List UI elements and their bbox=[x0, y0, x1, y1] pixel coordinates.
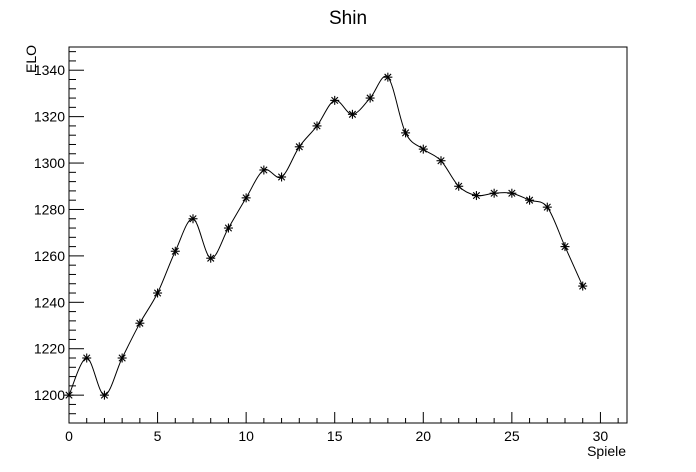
data-point-marker bbox=[578, 281, 588, 291]
data-point-marker bbox=[347, 109, 357, 119]
data-point-marker bbox=[241, 193, 251, 203]
y-axis-tick-labels: 1200 1220 1240 1260 1280 1300 1320 1340 bbox=[34, 62, 65, 403]
x-axis-ticks bbox=[68, 412, 619, 423]
x-tick-label: 15 bbox=[327, 428, 343, 444]
y-tick-label: 1260 bbox=[34, 248, 65, 264]
x-axis-label: Spiele bbox=[587, 443, 626, 459]
y-tick-label: 1240 bbox=[34, 294, 65, 310]
data-point-marker bbox=[436, 156, 446, 166]
data-point-marker bbox=[365, 93, 375, 103]
x-tick-label: 20 bbox=[415, 428, 431, 444]
data-point-marker bbox=[383, 72, 393, 82]
data-point-marker bbox=[170, 246, 180, 256]
y-tick-label: 1220 bbox=[34, 341, 65, 357]
y-tick-label: 1340 bbox=[34, 62, 65, 78]
data-point-marker bbox=[489, 188, 499, 198]
data-point-marker bbox=[99, 390, 109, 400]
data-point-marker bbox=[454, 181, 464, 191]
data-point-marker bbox=[277, 172, 287, 182]
data-point-marker bbox=[188, 214, 198, 224]
data-point-marker bbox=[525, 195, 535, 205]
data-point-marker bbox=[82, 353, 92, 363]
x-tick-label: 5 bbox=[154, 428, 162, 444]
plot-frame bbox=[68, 46, 628, 424]
data-point-marker bbox=[135, 318, 145, 328]
data-point-marker bbox=[312, 121, 322, 131]
data-point-marker bbox=[418, 144, 428, 154]
x-tick-label: 25 bbox=[504, 428, 520, 444]
data-point-marker bbox=[471, 191, 481, 201]
data-point-marker bbox=[330, 95, 340, 105]
data-point-marker bbox=[259, 165, 269, 175]
data-point-marker bbox=[117, 353, 127, 363]
y-tick-label: 1280 bbox=[34, 201, 65, 217]
data-point-marker bbox=[64, 390, 74, 400]
x-tick-label: 30 bbox=[593, 428, 609, 444]
data-point-marker bbox=[153, 288, 163, 298]
y-axis-label: ELO bbox=[23, 45, 39, 73]
y-tick-label: 1200 bbox=[34, 387, 65, 403]
data-point-marker bbox=[542, 202, 552, 212]
elo-series-markers bbox=[64, 72, 588, 400]
data-point-marker bbox=[507, 188, 517, 198]
y-tick-label: 1320 bbox=[34, 109, 65, 125]
data-point-marker bbox=[401, 128, 411, 138]
data-point-marker bbox=[206, 253, 216, 263]
y-axis-ticks bbox=[69, 51, 84, 424]
x-tick-label: 0 bbox=[65, 428, 73, 444]
x-axis-tick-labels: 0 5 10 15 20 25 30 bbox=[65, 428, 608, 444]
data-point-marker bbox=[223, 223, 233, 233]
elo-series-line bbox=[68, 75, 584, 396]
x-tick-label: 10 bbox=[238, 428, 254, 444]
chart-title: Shin bbox=[329, 8, 367, 29]
data-point-marker bbox=[560, 242, 570, 252]
data-point-marker bbox=[294, 142, 304, 152]
y-tick-label: 1300 bbox=[34, 155, 65, 171]
